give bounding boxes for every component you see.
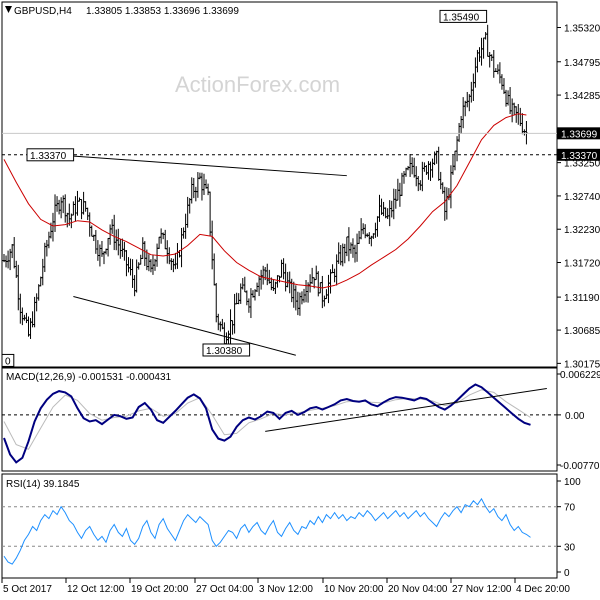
current-price-tag: 1.33699 [557,127,600,140]
macd-main-line [3,383,531,464]
rsi-y-tick: 70 [557,503,576,514]
price-y-axis: 1.35320 1.34795 1.34285 1.33250 1.32740 1.322… [557,24,600,370]
macd-y-tick: -0.007706 [557,461,600,472]
price-y-tick: 1.33250 [557,159,600,170]
svg-text:-0.007706: -0.007706 [560,461,600,472]
svg-text:30: 30 [564,542,576,553]
rsi-y-tick: 30 [557,542,576,553]
price-y-tick: 1.32740 [557,192,600,203]
rsi-y-tick: 0 [557,568,570,579]
price-y-tick: 1.30175 [557,359,600,370]
x-axis-label: 12 Oct 12:00 [65,578,125,595]
price-y-tick: 1.30685 [557,326,600,337]
support-price-tag: 1.33370 [557,148,600,162]
svg-text:1.31190: 1.31190 [564,293,600,304]
svg-text:19 Oct 20:00: 19 Oct 20:00 [131,584,189,595]
watermark: ActionForex.com [175,72,340,97]
rsi-panel-frame [1,473,558,579]
svg-text:1.30380: 1.30380 [206,346,243,357]
price-annotation: 1.33370 [26,148,75,162]
svg-text:1.32230: 1.32230 [564,225,600,236]
svg-text:1.30175: 1.30175 [564,359,600,370]
x-axis-label: 20 Nov 04:00 [386,578,448,595]
chart-ohlc: 1.33805 1.33853 1.33696 1.33699 [86,6,239,17]
macd-y-axis: 0.006229 0.00 -0.007706 [557,370,600,472]
x-axis-label: 27 Nov 12:00 [450,578,512,595]
price-annotation: 1.35490 [439,9,488,23]
price-y-tick: 1.34795 [557,58,600,69]
price-annotation: 1.30380 [202,343,251,357]
x-axis-label: 19 Oct 20:00 [129,578,189,595]
macd-y-tick: 0.006229 [557,370,600,381]
svg-text:1.34285: 1.34285 [564,91,600,102]
svg-text:20 Nov 04:00: 20 Nov 04:00 [388,584,448,595]
moving-average-line [3,113,527,289]
lower-trendline [73,295,296,356]
macd-y-tick: 0.00 [557,411,585,422]
chart-symbol: GBPUSD,H4 [14,6,72,17]
rsi-label: RSI(14) 39.1845 [6,479,80,490]
svg-text:10 Nov 20:00: 10 Nov 20:00 [324,584,384,595]
svg-text:27 Nov 12:00: 27 Nov 12:00 [452,584,512,595]
x-axis-label: 27 Oct 04:00 [194,578,254,595]
svg-text:1.33370: 1.33370 [561,151,598,162]
svg-text:4 Dec 20:00: 4 Dec 20:00 [516,584,570,595]
price-y-tick: 1.31720 [557,259,600,270]
svg-text:1.35490: 1.35490 [443,12,480,23]
svg-text:1.33250: 1.33250 [564,159,600,170]
svg-text:1.33370: 1.33370 [30,151,67,162]
x-axis-label: 10 Nov 20:00 [322,578,384,595]
svg-text:100: 100 [564,477,581,488]
svg-text:1.34795: 1.34795 [564,58,600,69]
price-panel-frame [1,1,558,368]
svg-text:3 Nov 12:00: 3 Nov 12:00 [259,584,313,595]
svg-text:12 Oct 12:00: 12 Oct 12:00 [67,584,125,595]
rsi-y-tick: 100 [557,477,581,488]
price-candles [2,24,528,350]
svg-text:27 Oct 04:00: 27 Oct 04:00 [196,584,254,595]
svg-text:0.00: 0.00 [565,411,585,422]
x-axis-label: 4 Dec 20:00 [514,578,570,595]
x-axis-label: 5 Oct 2017 [1,578,52,595]
macd-label: MACD(12,26,9) -0.001531 -0.000431 [6,372,172,383]
upper-trendline [28,152,347,177]
x-axis: 5 Oct 2017 12 Oct 12:00 19 Oct 20:00 27 Oct… [1,578,570,595]
svg-text:1.30685: 1.30685 [564,326,600,337]
price-annotation: 0 [1,353,15,367]
rsi-line [3,497,531,565]
svg-text:1.33699: 1.33699 [561,129,598,140]
macd-trendline [265,387,547,432]
svg-text:70: 70 [564,503,576,514]
price-y-tick: 1.31190 [557,293,600,304]
price-annotations: 1.35490 1.33370 1.30380 0 [1,9,488,367]
x-axis-label: 3 Nov 12:00 [257,578,313,595]
header-triangle-icon [5,6,12,13]
svg-text:1.31720: 1.31720 [564,259,600,270]
svg-text:5 Oct 2017: 5 Oct 2017 [3,584,52,595]
svg-text:1.32740: 1.32740 [564,192,600,203]
svg-text:0.006229: 0.006229 [560,370,600,381]
price-y-tick: 1.34285 [557,91,600,102]
svg-text:0: 0 [564,568,570,579]
svg-text:0: 0 [5,356,11,367]
price-y-tick: 1.32230 [557,225,600,236]
rsi-y-axis: 100 70 30 0 [557,477,581,579]
price-y-tick: 1.35320 [557,24,600,35]
svg-text:1.35320: 1.35320 [564,24,600,35]
